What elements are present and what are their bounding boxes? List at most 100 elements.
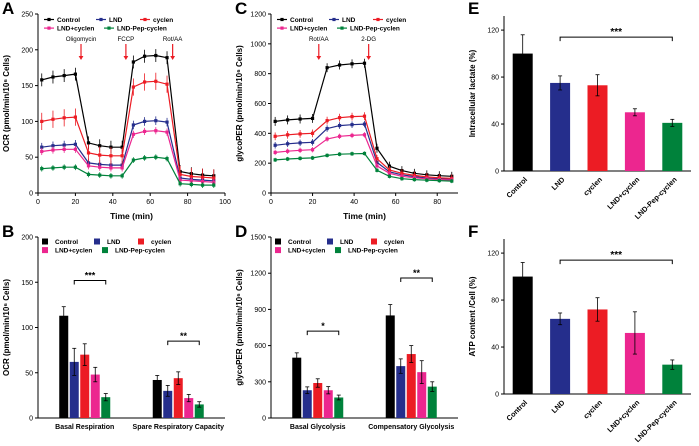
svg-text:LND: LND (340, 239, 354, 246)
svg-text:400: 400 (254, 131, 266, 138)
svg-text:1500: 1500 (250, 235, 266, 242)
panel-B: B 0 50 100 150 200 OCR (pmol/min/10⁶ Cells) Ba… (0, 222, 233, 446)
svg-text:80: 80 (491, 298, 499, 305)
bar-LND (396, 366, 406, 418)
bar-LND+cyclen (417, 372, 427, 418)
bar-cyclen (80, 354, 90, 418)
svg-text:2-DG: 2-DG (361, 36, 376, 43)
svg-text:0: 0 (495, 169, 499, 176)
series-cyclen (40, 72, 216, 187)
svg-text:40: 40 (491, 345, 499, 352)
bar-cyclen (313, 383, 323, 418)
svg-text:cyclen: cyclen (384, 239, 404, 246)
chart-atp-bars: 0 40 80 120 ATP content /Cell (%) Control LND c… (468, 239, 691, 444)
svg-text:LND: LND (550, 398, 567, 415)
svg-text:OCR (pmol/min/10⁶ Cells): OCR (pmol/min/10⁶ Cells) (2, 279, 11, 376)
significance-bracket (73, 279, 107, 285)
svg-text:cyclen: cyclen (153, 17, 173, 24)
svg-text:ATP content /Cell (%): ATP content /Cell (%) (468, 276, 477, 356)
bar-LND+cyclen (184, 398, 194, 418)
bar-LND-Pep-cyclen (101, 397, 111, 418)
svg-text:0: 0 (262, 191, 266, 198)
significance-bracket (400, 277, 433, 283)
svg-text:200: 200 (254, 161, 266, 168)
plot-area: 0 50 100 150 200 250 OCR (pmol/min/10⁶ Cells) 0… (2, 12, 231, 222)
panel-letter-E: E (468, 0, 480, 18)
svg-text:LND+cyclen: LND+cyclen (605, 398, 641, 434)
legend-marker (327, 238, 333, 245)
svg-text:40: 40 (491, 122, 499, 129)
bar-LND-Pep-cyclen (662, 122, 683, 171)
svg-text:Basal Glycolysis: Basal Glycolysis (290, 424, 346, 431)
svg-text:80: 80 (433, 199, 441, 206)
legend-marker (42, 247, 48, 254)
legend: Control LND cyclen LND+cyclen LND-Pep-cyclen (42, 238, 171, 255)
bar-LND+cyclen (323, 390, 333, 418)
svg-text:***: *** (85, 270, 96, 280)
plot-area: 0 300 600 900 1200 1500 glycoPER (pmol/min/10⁶… (235, 235, 458, 431)
svg-text:cyclen: cyclen (581, 175, 603, 197)
svg-text:LND: LND (550, 175, 567, 192)
svg-text:250: 250 (21, 12, 33, 19)
svg-text:120: 120 (487, 28, 499, 35)
svg-text:1200: 1200 (250, 271, 266, 278)
bar-Control (512, 276, 533, 394)
svg-text:Control: Control (55, 239, 78, 246)
series-LND+cyclen (40, 127, 216, 186)
svg-text:***: *** (610, 250, 622, 261)
svg-text:20: 20 (309, 199, 317, 206)
panel-F: F 0 40 80 120 ATP content /Cell (%) Control LN… (466, 222, 699, 446)
bar-LND+cyclen (624, 332, 645, 394)
svg-text:Rot/AA: Rot/AA (309, 36, 329, 43)
legend-marker (138, 238, 144, 245)
panel-letter-F: F (468, 222, 479, 241)
svg-text:Time (min): Time (min) (110, 211, 153, 221)
svg-text:80: 80 (184, 199, 192, 206)
panel-A: A 0 50 100 150 200 250 OCR (pmol/min/10⁶ Cells… (0, 0, 233, 223)
legend: Control LND cyclen LND+cyclen LND-Pep-cyclen (44, 17, 173, 33)
svg-text:LND: LND (109, 17, 123, 24)
svg-text:200: 200 (21, 235, 33, 242)
svg-text:Basal Respiration: Basal Respiration (55, 424, 114, 431)
panel-letter-C: C (235, 0, 248, 18)
series-LND-Pep-cyclen (40, 154, 216, 188)
significance-bracket (559, 259, 673, 265)
injection-arrow-2-DG: 2-DG (361, 36, 376, 60)
series-Control (273, 58, 454, 181)
svg-text:100: 100 (21, 325, 33, 332)
svg-text:150: 150 (21, 83, 33, 90)
chart-ocr-kinetics: 0 50 100 150 200 250 OCR (pmol/min/10⁶ Cells) 0… (2, 12, 231, 222)
injection-arrow-FCCP: FCCP (117, 36, 134, 60)
bar-Control (512, 53, 533, 171)
svg-text:0: 0 (29, 416, 33, 423)
legend-marker (371, 238, 377, 245)
svg-text:cyclen: cyclen (386, 17, 406, 24)
legend-marker (42, 238, 48, 245)
svg-text:LND+cyclen: LND+cyclen (55, 248, 92, 255)
legend-marker (275, 238, 281, 245)
bar-Control (292, 357, 302, 418)
svg-text:glycoPER (pmol/min/10⁶ Cells): glycoPER (pmol/min/10⁶ Cells) (235, 45, 244, 162)
panel-E: E 0 40 80 120 Intracellular lactate (%) Contr… (466, 0, 699, 223)
bar-LND (550, 82, 571, 171)
svg-text:glycoPER (pmol/min/10⁶ Cells): glycoPER (pmol/min/10⁶ Cells) (235, 269, 244, 386)
bar-LND-Pep-cyclen (334, 397, 344, 418)
svg-text:300: 300 (254, 379, 266, 386)
svg-text:Intracellular lactate (%): Intracellular lactate (%) (468, 49, 477, 137)
bar-cyclen (406, 354, 416, 418)
svg-text:60: 60 (146, 199, 154, 206)
plot-area: 0 40 80 120 ATP content /Cell (%) Control LND c… (468, 239, 691, 444)
bar-LND-Pep-cyclen (427, 386, 437, 418)
svg-text:LND+cyclen: LND+cyclen (290, 26, 327, 33)
legend-marker (335, 247, 341, 254)
bar-LND (163, 390, 173, 418)
panel-letter-D: D (235, 222, 248, 241)
panel-C: C 0 200 400 600 800 1000 1200 glycoPER (pmol/mi… (233, 0, 466, 223)
panel-letter-A: A (2, 0, 15, 18)
svg-text:100: 100 (21, 119, 33, 126)
svg-text:Time (min): Time (min) (343, 211, 386, 221)
svg-text:LND: LND (342, 17, 356, 24)
svg-text:cyclen: cyclen (151, 239, 171, 246)
series-Control (40, 49, 216, 183)
